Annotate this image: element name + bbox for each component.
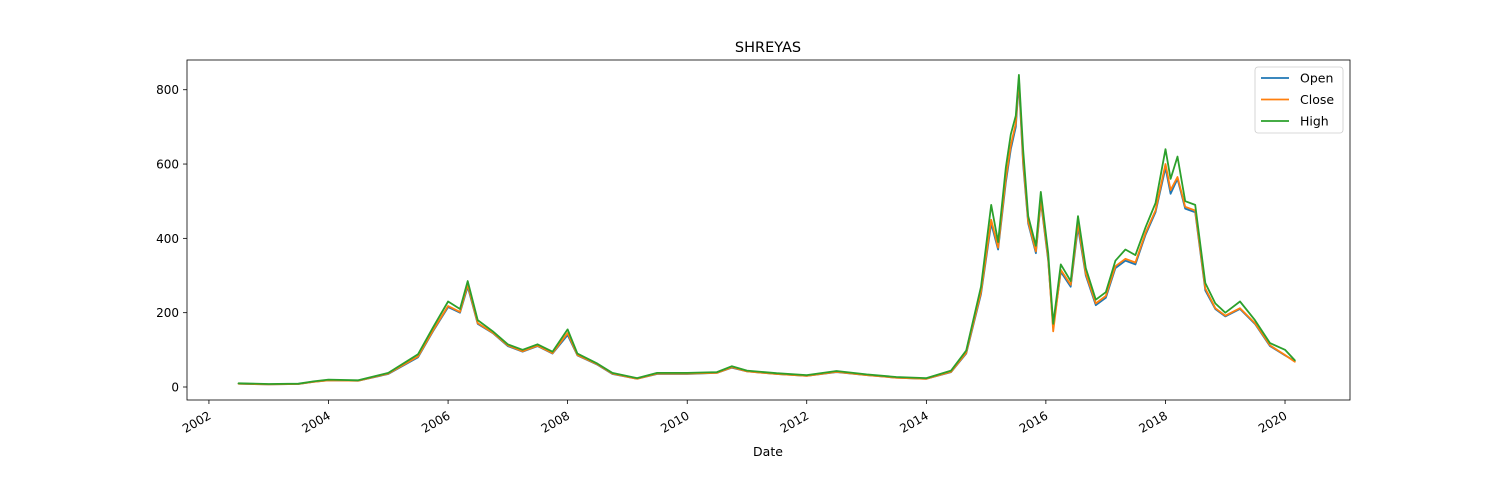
y-tick-label: 0 bbox=[171, 380, 179, 394]
legend: Open Close High bbox=[1254, 66, 1344, 134]
legend-label-open: Open bbox=[1300, 71, 1333, 86]
y-axis-ticks: 0 200 400 600 800 bbox=[156, 83, 187, 394]
series-layer bbox=[237, 74, 1296, 386]
series-line-close bbox=[237, 77, 1296, 386]
series-line-high bbox=[237, 74, 1296, 385]
legend-label-close: Close bbox=[1300, 92, 1334, 107]
y-tick-label: 800 bbox=[156, 83, 179, 97]
legend-box bbox=[1254, 66, 1344, 134]
plot-area-frame bbox=[186, 59, 1351, 401]
y-tick-label: 200 bbox=[156, 306, 179, 320]
y-tick-label: 400 bbox=[156, 232, 179, 246]
axes-layer bbox=[186, 59, 1351, 401]
legend-label-high: High bbox=[1300, 114, 1329, 129]
chart-title: SHREYAS bbox=[735, 40, 801, 56]
y-tick-label: 600 bbox=[156, 158, 179, 172]
x-axis-label: Date bbox=[753, 444, 783, 459]
